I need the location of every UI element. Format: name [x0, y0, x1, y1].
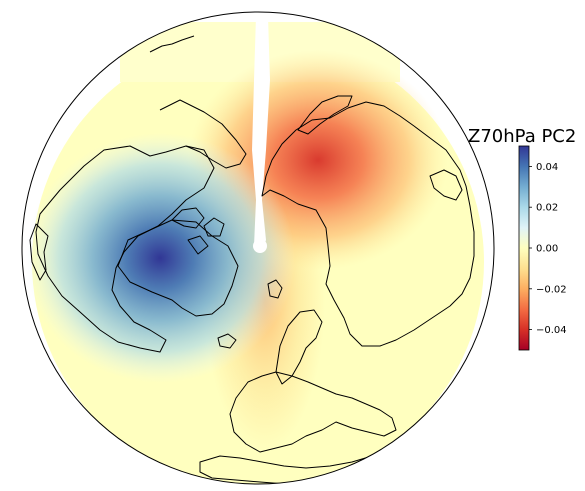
colorbar-tick-label: 0.00: [536, 244, 558, 255]
colorbar-bar: [518, 145, 530, 351]
pole-gap: [253, 239, 267, 253]
colorbar-ticks: 0.04 0.02 0.00 −0.02 −0.04: [529, 162, 567, 336]
coastline-greenland: [117, 219, 239, 317]
colorbar-tick-label: −0.02: [536, 284, 567, 295]
positive-anomaly-center: [25, 133, 295, 383]
coastline-svalbard: [267, 279, 283, 299]
colorbar-tick-label: −0.04: [536, 325, 567, 336]
coastline-north-america: [35, 145, 215, 353]
coastline-scandinavia: [275, 309, 323, 385]
missing-data-sector: [252, 16, 270, 252]
coastline-baja: [29, 223, 49, 281]
coastline-aleutians: [149, 35, 195, 53]
coastline-japan: [429, 169, 463, 201]
figure-title: Z70hPa PC2: [468, 126, 576, 147]
colorbar-tick-label: 0.02: [536, 203, 558, 214]
colorbar-tick-label: 0.04: [536, 162, 558, 173]
colorbar: 0.04 0.02 0.00 −0.02 −0.04: [518, 145, 567, 351]
map-boundary: [21, 11, 495, 485]
coastline-eurasia: [261, 101, 475, 347]
coastline-iceland: [217, 333, 237, 349]
coastline-alaska: [159, 99, 247, 169]
coastline-arctic-islands: [171, 207, 225, 255]
coastline-kamchatka: [297, 95, 353, 135]
coastline-europe-south: [229, 371, 397, 453]
